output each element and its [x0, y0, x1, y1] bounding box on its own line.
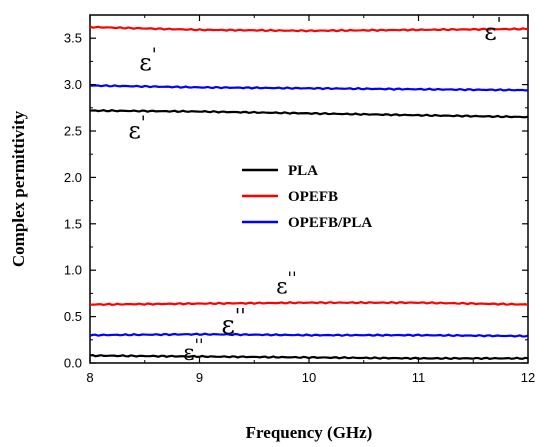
epsilon-prime: ''	[235, 304, 246, 327]
series-line-real-opefb-pla	[89, 84, 529, 92]
epsilon-symbol: ε	[183, 341, 194, 366]
legend: PLA OPEFB OPEFB/PLA	[242, 163, 372, 231]
epsilon-annotation: ε''	[276, 269, 296, 299]
x-tick-label: 10	[302, 370, 316, 385]
epsilon-annotation: ε'	[128, 112, 145, 144]
epsilon-symbol: ε	[128, 116, 140, 144]
y-axis: 0.0 0.5 1.0 1.5 2.0 2.5 3.0 3.5	[64, 31, 528, 371]
series-layer	[89, 25, 529, 361]
x-tick-label: 11	[412, 370, 426, 385]
x-axis: 8 9 10 11 12	[86, 15, 535, 385]
y-tick-label: 0.5	[64, 309, 82, 324]
y-tick-label: 1.0	[64, 263, 82, 278]
epsilon-annotation: ε''	[183, 336, 203, 366]
legend-label: OPEFB/PLA	[288, 215, 372, 231]
annotations: ε'ε'ε'ε''ε''ε''	[128, 14, 501, 366]
y-tick-label: 0.0	[64, 356, 82, 371]
x-tick-label: 12	[521, 370, 535, 385]
epsilon-prime: ''	[194, 336, 203, 355]
epsilon-annotation: ε''	[221, 304, 245, 340]
y-tick-label: 3.0	[64, 77, 82, 92]
series-line-imaginary-opefb	[89, 300, 529, 307]
epsilon-symbol: ε	[276, 274, 287, 299]
series-line-real-opefb	[89, 25, 529, 33]
y-tick-label: 2.5	[64, 124, 82, 139]
y-tick-label: 1.5	[64, 216, 82, 231]
epsilon-symbol: ε	[221, 310, 234, 340]
series-line-real-pla	[89, 108, 529, 119]
x-axis-title: Frequency (GHz)	[246, 423, 373, 442]
epsilon-symbol: ε	[484, 18, 496, 46]
epsilon-prime: '	[152, 45, 157, 66]
epsilon-prime: '	[497, 14, 502, 35]
epsilon-prime: ''	[288, 269, 297, 288]
epsilon-annotation: ε'	[139, 45, 156, 77]
epsilon-symbol: ε	[139, 49, 151, 77]
epsilon-prime: '	[141, 112, 146, 133]
series-line-imaginary-opefb-pla	[89, 332, 529, 338]
x-tick-label: 9	[196, 370, 203, 385]
x-tick-label: 8	[86, 370, 93, 385]
legend-label: PLA	[288, 163, 318, 179]
epsilon-annotation: ε'	[484, 14, 501, 46]
y-tick-label: 2.0	[64, 170, 82, 185]
y-tick-label: 3.5	[64, 31, 82, 46]
y-axis-title: Complex permittivity	[9, 110, 28, 267]
legend-label: OPEFB	[288, 189, 338, 205]
